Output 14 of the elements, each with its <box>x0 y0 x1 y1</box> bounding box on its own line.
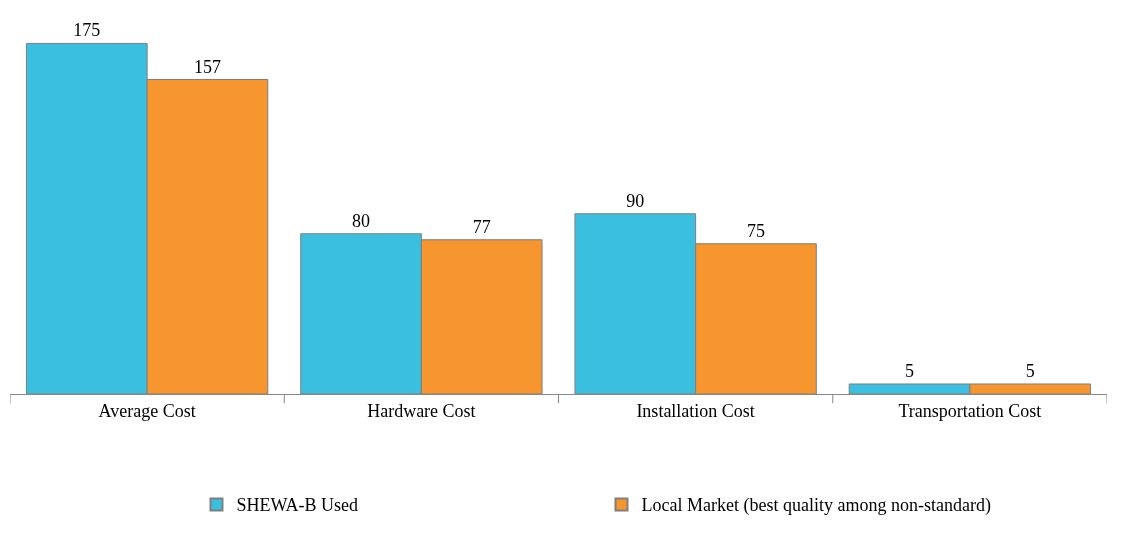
data-label: 175 <box>73 20 101 41</box>
legend-label: Local Market (best quality among non-standard) <box>641 495 991 517</box>
data-label: 90 <box>626 190 645 211</box>
x-tick-label: Average Cost <box>98 400 196 421</box>
data-label: 5 <box>905 360 915 381</box>
data-label: 80 <box>352 210 371 231</box>
data-label: 157 <box>193 56 221 77</box>
x-tick-label: Transportation Cost <box>898 400 1042 421</box>
x-tick-label: Hardware Cost <box>367 400 476 421</box>
data-label: 75 <box>746 220 765 241</box>
legend-label: SHEWA-B Used <box>236 495 358 516</box>
data-label: 5 <box>1025 360 1035 381</box>
x-tick-label: Installation Cost <box>636 400 755 421</box>
data-label: 77 <box>472 216 491 237</box>
